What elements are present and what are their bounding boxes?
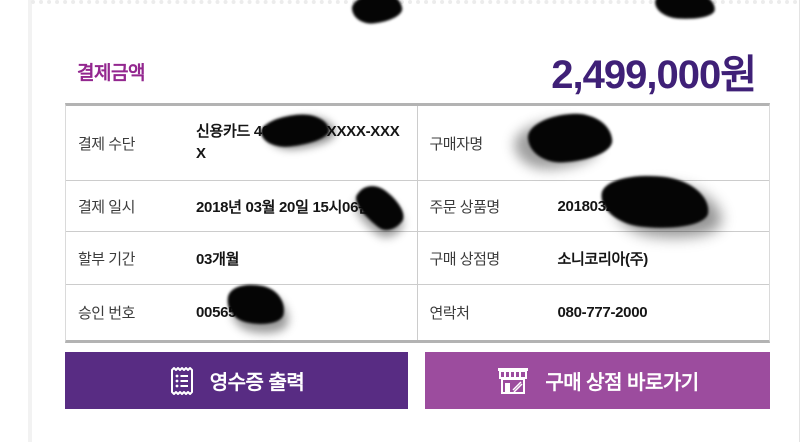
installment-period-value: 03개월 [196, 250, 240, 268]
payment-datetime-label: 결제 일시 [78, 198, 135, 216]
cell-installment-period: 할부 기간 03개월 [66, 232, 418, 284]
print-receipt-button[interactable]: 영수증 출력 [65, 352, 408, 409]
contact-number-value: 080-777-2000 [557, 304, 648, 321]
cell-order-product: 주문 상품명 20180320- [418, 181, 770, 231]
go-to-store-button[interactable]: 구매 상점 바로가기 [425, 352, 770, 409]
cell-payment-method: 결제 수단 신용카드 4028-5211-XXXX-XXXX [66, 106, 418, 180]
order-product-label: 주문 상품명 [429, 198, 501, 216]
go-to-store-button-label: 구매 상점 바로가기 [545, 372, 699, 394]
table-row: 결제 수단 신용카드 4028-5211-XXXX-XXXX 구매자명 [66, 106, 769, 181]
store-name-value: 소니코리아(주) [557, 250, 649, 268]
payment-amount-value: 2,499,000원 [551, 53, 757, 97]
cell-payment-datetime: 결제 일시 2018년 03월 20일 15시06분 [66, 181, 418, 231]
payment-amount-title: 결제금액 [77, 62, 145, 84]
page-left-border [28, 0, 32, 442]
cell-contact-number: 연락처 080-777-2000 [418, 285, 770, 340]
payment-details-table: 결제 수단 신용카드 4028-5211-XXXX-XXXX 구매자명 결제 일… [65, 103, 770, 343]
redaction-mark [654, 0, 716, 22]
storefront-icon [496, 366, 530, 396]
print-receipt-button-label: 영수증 출력 [209, 372, 305, 394]
dotted-divider [31, 0, 798, 4]
cell-buyer-name: 구매자명 [418, 106, 770, 180]
redaction-mark [350, 0, 404, 26]
cell-store-name: 구매 상점명 소니코리아(주) [418, 232, 770, 284]
table-row: 할부 기간 03개월 구매 상점명 소니코리아(주) [66, 232, 769, 285]
payment-datetime-value: 2018년 03월 20일 15시06분 [196, 198, 372, 216]
store-name-label: 구매 상점명 [429, 250, 501, 268]
buyer-name-label: 구매자명 [429, 135, 484, 153]
page-right-border [799, 0, 800, 442]
installment-period-label: 할부 기간 [78, 250, 135, 268]
table-row: 승인 번호 00565050 연락처 080-777-2000 [66, 285, 769, 340]
contact-number-label: 연락처 [429, 305, 470, 322]
table-row: 결제 일시 2018년 03월 20일 15시06분 주문 상품명 201803… [66, 181, 769, 232]
action-buttons: 영수증 출력 구매 상점 바로가기 [65, 352, 770, 409]
receipt-icon [169, 365, 195, 397]
approval-number-label: 승인 번호 [78, 305, 135, 322]
payment-result-panel: 결제금액 2,499,000원 결제 수단 신용카드 4028-5211-XXX… [65, 45, 770, 409]
payment-amount-header: 결제금액 2,499,000원 [65, 45, 770, 103]
payment-method-label: 결제 수단 [78, 135, 135, 153]
